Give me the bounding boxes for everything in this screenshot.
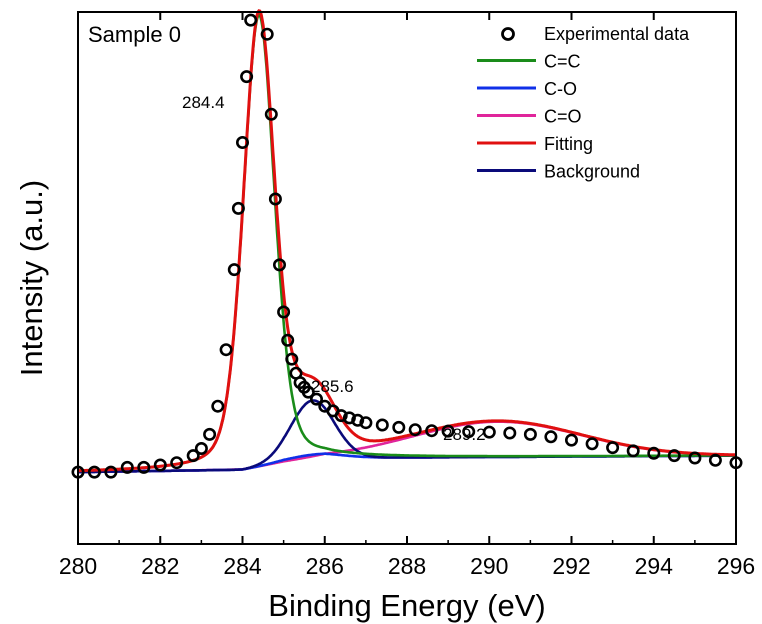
data-point: [194, 441, 208, 455]
data-point: [272, 258, 286, 272]
data-point: [231, 201, 245, 215]
data-point: [309, 392, 323, 406]
x-tick-label: 294: [635, 553, 674, 579]
data-point: [203, 427, 217, 441]
x-tick-label: 288: [388, 553, 426, 579]
x-tick-label: 296: [717, 553, 755, 579]
data-point: [482, 425, 496, 439]
data-point: [227, 263, 241, 277]
data-point: [264, 107, 278, 121]
x-tick-label: 282: [141, 553, 179, 579]
data-point: [462, 425, 476, 439]
legend-label-experimental-data: Experimental data: [544, 24, 690, 44]
data-point: [285, 352, 299, 366]
data-point: [281, 333, 295, 347]
data-point: [87, 465, 101, 479]
data-point: [342, 411, 356, 425]
series-line-c-c: [78, 13, 736, 472]
legend-label-background: Background: [544, 162, 640, 182]
legend-swatch-experimental-data: [501, 27, 515, 41]
x-axis-title: Binding Energy (eV): [268, 588, 545, 623]
x-tick-label: 286: [306, 553, 344, 579]
data-point: [606, 441, 620, 455]
data-point: [137, 460, 151, 474]
data-point: [351, 413, 365, 427]
legend: Experimental data C=C C-O C=O Fitting Backgro…: [477, 24, 690, 182]
x-tick-label: 292: [552, 553, 590, 579]
data-point: [170, 456, 184, 470]
plot-area: [71, 9, 743, 479]
data-point: [688, 451, 702, 465]
data-point: [268, 192, 282, 206]
data-point: [441, 424, 455, 438]
data-point: [523, 427, 537, 441]
data-point: [647, 446, 661, 460]
data-point: [301, 385, 315, 399]
data-point: [211, 399, 225, 413]
data-point: [564, 433, 578, 447]
data-point: [244, 13, 258, 27]
data-point: [277, 305, 291, 319]
legend-label-c-o: C=O: [544, 107, 582, 127]
data-point: [260, 27, 274, 41]
y-axis-title: Intensity (a.u.): [14, 180, 49, 376]
data-point: [120, 460, 134, 474]
peak-annotations: 284.4 285.6 289.2: [182, 93, 486, 444]
data-point: [153, 458, 167, 472]
data-point: [585, 437, 599, 451]
x-tick-label: 290: [470, 553, 508, 579]
peak-label: 289.2: [443, 425, 486, 444]
legend-label-c-c: C=C: [544, 52, 581, 72]
data-point: [544, 430, 558, 444]
series-line-fitting: [78, 9, 736, 473]
legend-label-c-o: C-O: [544, 79, 577, 99]
data-point: [626, 444, 640, 458]
sample-label: Sample 0: [88, 22, 181, 47]
data-point: [408, 423, 422, 437]
peak-label: 284.4: [182, 93, 225, 112]
x-tick-label: 284: [223, 553, 262, 579]
data-point: [667, 449, 681, 463]
data-point: [236, 136, 250, 150]
data-point: [425, 424, 439, 438]
data-point: [708, 453, 722, 467]
data-point: [240, 70, 254, 84]
data-point: [186, 449, 200, 463]
data-point: [104, 465, 118, 479]
data-point: [219, 343, 233, 357]
x-tick-label: 280: [59, 553, 97, 579]
legend-label-fitting: Fitting: [544, 134, 593, 154]
data-point: [503, 426, 517, 440]
data-point: [392, 420, 406, 434]
data-point: [359, 416, 373, 430]
data-point: [375, 418, 389, 432]
data-point: [334, 409, 348, 423]
peak-label: 285.6: [311, 377, 354, 396]
x-axis: 280 282 284 286 288 290 292 294 296: [59, 12, 755, 579]
